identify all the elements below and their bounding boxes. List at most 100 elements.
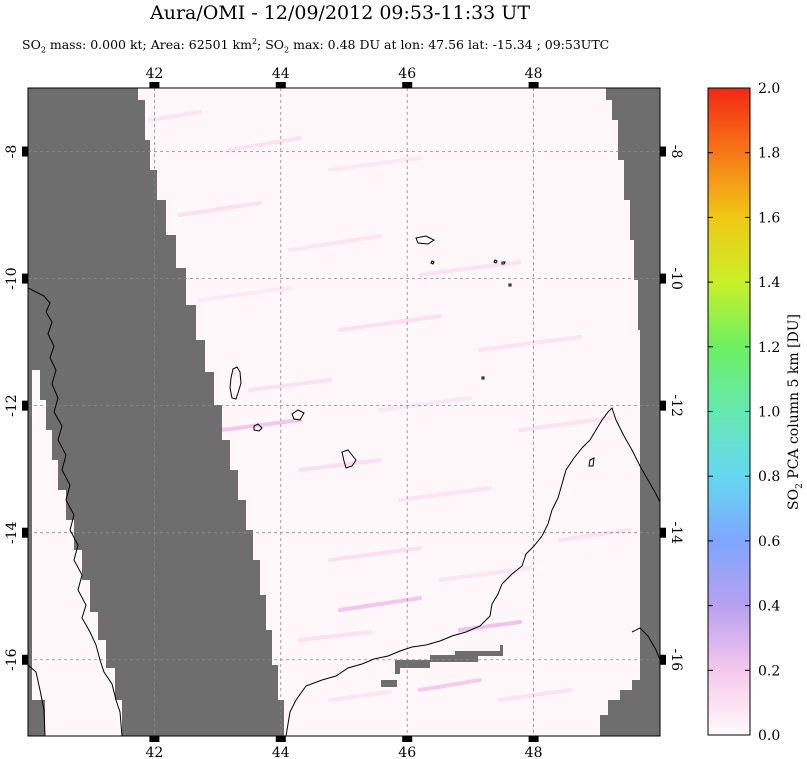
y-tick-label-left: -14 xyxy=(4,521,20,544)
colorbar-tick-label: 1.0 xyxy=(758,405,780,421)
island-dot-1 xyxy=(430,260,435,265)
colorbar-label: SO2 PCA column 5 km [DU] xyxy=(786,314,805,510)
so2-streak xyxy=(558,528,632,542)
subtitle-max-info: max: 0.48 DU at lon: 47.56 lat: -15.34 ;… xyxy=(289,37,610,53)
island-dot-5 xyxy=(588,457,595,467)
x-tick-label-bottom: 48 xyxy=(525,745,543,759)
island-dot-4 xyxy=(481,376,485,380)
x-tick-label-bottom: 46 xyxy=(398,745,416,759)
no-data-patch-small xyxy=(381,680,397,687)
axis-tick-labels: 42 42 44 44 46 46 48 48 -8 -8 -10 -10 -12 -12 -14 -14 -1… xyxy=(4,66,684,759)
y-tick-label-left: -10 xyxy=(4,267,20,290)
y-tick-bar-left xyxy=(22,400,28,411)
so2-streak xyxy=(328,690,392,702)
x-tick-label-bottom: 44 xyxy=(272,745,290,759)
colorbar-tick-label: 1.8 xyxy=(758,146,780,162)
so2-streak xyxy=(228,136,302,152)
so2-streak xyxy=(198,286,292,302)
colorbar-tick-label: 1.6 xyxy=(758,210,780,226)
x-tick-bar-top xyxy=(402,82,413,88)
y-tick-bar-left xyxy=(22,273,28,284)
map-plot-area xyxy=(27,87,661,737)
no-data-region-east xyxy=(600,88,660,736)
island-anjouan xyxy=(291,409,305,421)
coastline-east-fragment xyxy=(631,627,660,661)
axis-tick-bars xyxy=(22,82,666,742)
so2-streak xyxy=(518,416,612,432)
so2-streak xyxy=(398,486,492,502)
island-grande-comore xyxy=(229,366,242,400)
map-frame xyxy=(27,87,661,737)
island-dot-3 xyxy=(508,283,512,287)
chart-title: Aura/OMI - 12/09/2012 09:53-11:33 UT xyxy=(149,2,530,24)
y-tick-label-left: -12 xyxy=(4,394,20,417)
y-tick-label-right: -12 xyxy=(668,394,684,417)
so2-streak xyxy=(338,596,422,612)
colorbar-tick-label: 1.2 xyxy=(758,340,780,356)
x-tick-label-top: 42 xyxy=(145,66,163,82)
colorbar-tick-label: 1.4 xyxy=(758,275,780,291)
y-tick-bar-left xyxy=(22,654,28,665)
colorbar-tick-label: 0.4 xyxy=(758,599,780,615)
coastline-africa xyxy=(28,287,123,736)
x-tick-label-top: 48 xyxy=(525,66,543,82)
colorbar-tick-label: 2.0 xyxy=(758,81,780,97)
so2-streak xyxy=(478,335,582,352)
so2-streak xyxy=(178,201,262,217)
subtitle-so2-prefix: SO xyxy=(22,37,41,53)
x-tick-label-bottom: 42 xyxy=(145,745,163,759)
so2-streak xyxy=(220,418,302,432)
island-dot-2 xyxy=(493,259,506,265)
so2-streak xyxy=(248,378,332,392)
x-tick-bar-top xyxy=(528,82,539,88)
subtitle-so2-mid: ; SO xyxy=(257,37,285,53)
so2-streak xyxy=(458,620,522,632)
no-data-region-west xyxy=(28,88,284,736)
so2-streak xyxy=(438,566,532,582)
coastlines xyxy=(28,235,660,736)
x-tick-bar-bottom xyxy=(402,736,413,742)
chart-subtitle: SO2 mass: 0.000 kt; Area: 62501 km2; SO2… xyxy=(22,37,609,55)
y-tick-bar-right xyxy=(660,654,666,665)
so2-streak xyxy=(418,678,482,692)
colorbar-gradient xyxy=(707,87,751,736)
x-tick-label-top: 46 xyxy=(398,66,416,82)
y-tick-bar-right xyxy=(660,273,666,284)
y-tick-bar-right xyxy=(660,146,666,157)
so2-streak xyxy=(328,156,422,172)
so2-streak xyxy=(338,314,442,332)
colorbar-tick-label: 0.2 xyxy=(758,663,780,679)
y-tick-label-right: -8 xyxy=(668,145,684,159)
y-tick-label-left: -16 xyxy=(4,648,20,671)
y-tick-bar-left xyxy=(22,146,28,157)
y-tick-label-left: -8 xyxy=(4,145,20,159)
so2-values-layer xyxy=(148,110,632,702)
colorbar-tick-label: 0.6 xyxy=(758,534,780,550)
coastline-africa-bottom xyxy=(28,664,46,736)
so2-streak xyxy=(298,630,372,642)
so2-streak xyxy=(378,396,472,412)
y-tick-bar-right xyxy=(660,400,666,411)
subtitle-subscript-2: 2 xyxy=(284,45,290,55)
island-moheli xyxy=(253,423,263,432)
x-tick-bar-top xyxy=(149,82,160,88)
so2-streak xyxy=(298,458,382,472)
colorbar-tick-label: 0.8 xyxy=(758,469,780,485)
lat-lon-grid xyxy=(28,88,660,736)
subtitle-subscript-1: 2 xyxy=(40,45,46,55)
x-tick-bar-bottom xyxy=(149,736,160,742)
x-tick-bar-bottom xyxy=(528,736,539,742)
so2-streak xyxy=(498,688,572,702)
coastline-madagascar xyxy=(285,407,660,736)
so2-streak xyxy=(288,234,382,252)
y-tick-label-right: -14 xyxy=(668,521,684,544)
island-glorioso xyxy=(415,235,435,245)
y-tick-bar-right xyxy=(660,527,666,538)
so2-streak xyxy=(148,110,202,122)
so2-streak xyxy=(328,546,422,562)
x-tick-label-top: 44 xyxy=(272,66,290,82)
y-tick-label-right: -10 xyxy=(668,267,684,290)
subtitle-mass-area: mass: 0.000 kt; Area: 62501 km xyxy=(45,37,252,53)
x-tick-bar-top xyxy=(275,82,286,88)
